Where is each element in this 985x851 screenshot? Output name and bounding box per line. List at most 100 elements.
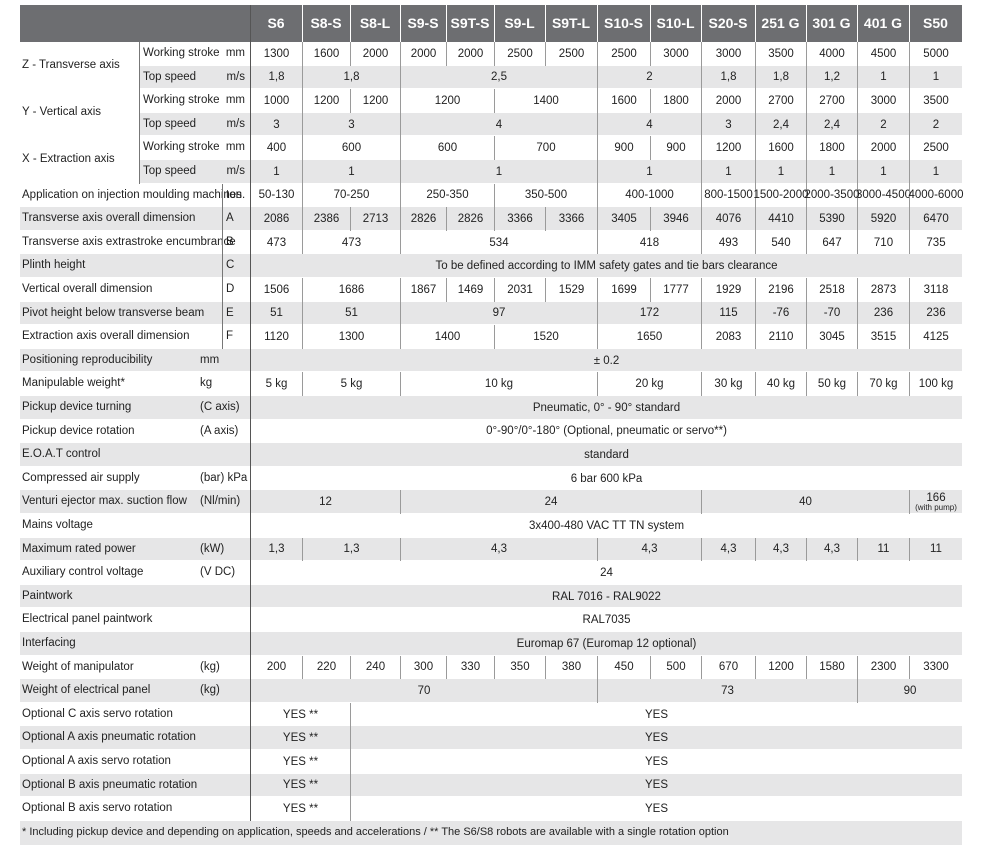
ref: ton. [226,188,246,201]
row-label: Mains voltage [22,519,93,531]
row-bg [20,490,962,514]
cell-value: 100 kg [918,378,954,391]
cell: 3300 [909,655,962,680]
cell: Pneumatic, 0° - 90° standard [250,396,962,420]
cell-value: 2,4 [824,118,840,131]
cell-value: 166 [926,492,946,505]
cell: 1300 [302,325,400,349]
cell: 6 bar 600 kPa [250,466,962,491]
cell: 1200 [701,136,755,160]
cell: 2713 [350,207,400,231]
cell: 1580 [806,655,857,680]
cell-value: 1 [725,165,732,178]
row-label: Manipulable weight* [22,377,125,390]
cell: 51 [250,301,302,326]
cell: YES [350,750,962,774]
cell-value: 4000 [819,47,845,60]
cell-value: 3000 [663,47,689,60]
cell-value: YES [644,708,668,721]
cell-value: 4076 [715,212,742,225]
cell: 3 [250,112,302,137]
main-divider [250,5,251,821]
cell-value: 1,2 [824,71,840,84]
unit: m/s [226,70,245,83]
cell: 2083 [701,325,755,349]
cell-value: 1,3 [268,543,285,556]
cell: 2 [857,112,909,137]
row-label: Weight of manipulator [22,660,134,673]
cell-value: 3 [725,118,732,131]
cell-value: 1777 [663,283,689,296]
cell: 115 [701,301,755,326]
cell-value: 1300 [263,47,290,60]
cell: 3500 [909,89,962,113]
cell: RAL 7016 - RAL9022 [250,584,962,609]
cell: 330 [446,655,494,680]
model-header: S10-L [656,15,695,31]
cell-value: 24 [600,566,613,579]
cell-value: 647 [822,236,842,249]
cell: 900 [597,136,650,160]
cell-value: 1 [932,71,940,84]
cell: standard [250,443,962,467]
cell-value: 700 [536,142,556,155]
cell: 3 [701,112,755,137]
cell: 4125 [909,325,962,349]
unit: (bar) kPa [200,471,248,484]
cell-value: 1120 [264,330,289,343]
row-bg [20,301,962,326]
cell: YES [350,726,962,750]
header-divider [755,5,756,42]
cell: 2386 [302,207,350,231]
cell-value: 6470 [923,212,949,225]
cell: 1929 [701,278,755,302]
footnote-bg [20,820,962,845]
cell: 1 [857,65,909,90]
cell: YES ** [250,750,350,774]
cell: 2000-3500 [805,183,860,208]
cell: 473 [250,230,302,255]
cell: 647 [806,230,857,255]
cell: 10 kg [400,372,597,396]
cell-value: 3000-4500 [856,189,911,202]
cell-value: 1 [646,165,653,178]
cell: 1,8 [250,65,302,90]
cell-value: 236 [873,307,894,320]
cell: 1800 [650,89,701,113]
cell: 500 [650,655,701,680]
cell: 300 [400,655,446,680]
cell-value: 3366 [558,212,585,225]
row-label: Maximum rated power [22,542,136,555]
cell: 1,3 [302,537,400,562]
row-bg [20,584,962,609]
header-divider [446,5,447,42]
sub-label: Working stroke [143,47,220,59]
row-bg [20,679,962,703]
row-label: Vertical overall dimension [22,283,153,295]
cell-value: Pneumatic, 0° - 90° standard [532,401,681,414]
row-bg [20,160,962,184]
cell-value: 1600 [313,47,340,60]
cell-value: 2 [880,118,887,131]
ref-divider [222,230,223,255]
row-label: Transverse axis overall dimension [22,212,196,225]
cell-value: 1800 [663,94,689,107]
model-header: S9-S [407,15,439,31]
cell-value: 2000 [870,142,897,155]
cell: 1 [806,160,857,184]
cell-value: 250-350 [426,189,469,202]
row-label: Positioning reproducibility [22,353,153,366]
cell: 670 [701,655,755,680]
cell: 3118 [909,278,962,302]
row-bg [20,136,962,160]
cell: 5390 [806,207,857,231]
row-label: Pickup device rotation [22,424,135,437]
cell-value: 1,3 [343,543,360,556]
header-bg [20,5,962,42]
cell: 4 [597,112,701,137]
cell: 3366 [545,207,597,231]
cell: 493 [701,230,755,255]
row-bg [20,65,962,90]
cell: 3000 [857,89,909,113]
cell: 2,4 [755,112,806,137]
